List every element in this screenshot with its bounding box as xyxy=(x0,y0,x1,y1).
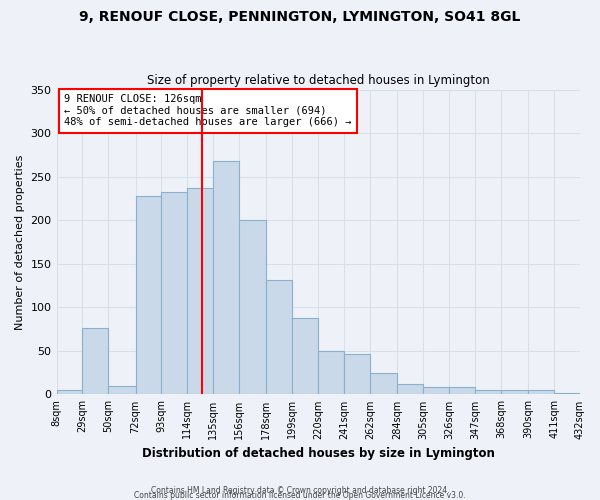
Bar xyxy=(344,354,370,395)
X-axis label: Distribution of detached houses by size in Lymington: Distribution of detached houses by size … xyxy=(142,447,495,460)
Text: Contains public sector information licensed under the Open Government Licence v3: Contains public sector information licen… xyxy=(134,490,466,500)
Bar xyxy=(82,328,109,394)
Text: 9, RENOUF CLOSE, PENNINGTON, LYMINGTON, SO41 8GL: 9, RENOUF CLOSE, PENNINGTON, LYMINGTON, … xyxy=(79,10,521,24)
Bar xyxy=(292,318,318,394)
Bar xyxy=(214,161,239,394)
Bar xyxy=(449,388,475,394)
Y-axis label: Number of detached properties: Number of detached properties xyxy=(15,154,25,330)
Bar xyxy=(136,196,161,394)
Bar xyxy=(187,188,214,394)
Bar xyxy=(501,390,528,394)
Bar xyxy=(239,220,266,394)
Bar xyxy=(318,351,344,395)
Bar xyxy=(397,384,423,394)
Bar xyxy=(423,386,449,394)
Bar xyxy=(554,392,580,394)
Bar xyxy=(109,386,136,394)
Text: Contains HM Land Registry data © Crown copyright and database right 2024.: Contains HM Land Registry data © Crown c… xyxy=(151,486,449,495)
Bar xyxy=(370,372,397,394)
Bar xyxy=(56,390,82,394)
Text: 9 RENOUF CLOSE: 126sqm
← 50% of detached houses are smaller (694)
48% of semi-de: 9 RENOUF CLOSE: 126sqm ← 50% of detached… xyxy=(64,94,352,128)
Bar xyxy=(161,192,187,394)
Bar xyxy=(266,280,292,394)
Title: Size of property relative to detached houses in Lymington: Size of property relative to detached ho… xyxy=(147,74,490,87)
Bar xyxy=(528,390,554,394)
Bar xyxy=(475,390,501,394)
